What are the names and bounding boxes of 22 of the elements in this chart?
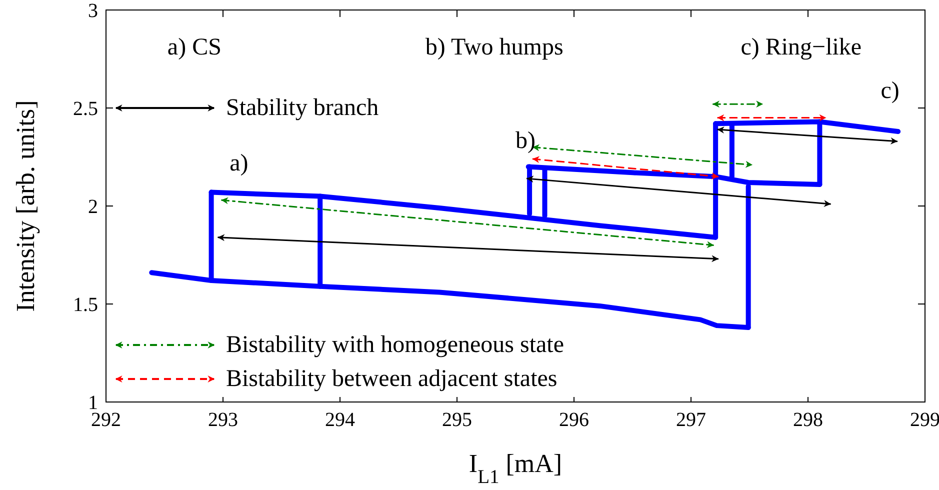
x-tick-label: 299 <box>910 409 939 431</box>
x-tick-label: 294 <box>325 409 355 431</box>
annotation: c) <box>880 78 900 104</box>
legend-label: Bistability with homogeneous state <box>226 332 564 358</box>
y-tick-label: 2 <box>88 196 98 218</box>
y-tick-label: 1.5 <box>73 294 98 316</box>
legend-label: Bistability between adjacent states <box>226 366 558 392</box>
x-tick-label: 295 <box>442 409 472 431</box>
annotation: a) CS <box>167 34 222 61</box>
x-axis-title: I$_{L1}$ [mA] <box>468 449 562 488</box>
annotation: b) Two humps <box>425 34 564 61</box>
x-tick-label: 297 <box>676 409 706 431</box>
annotation: a) <box>230 150 248 177</box>
x-tick-label: 296 <box>559 409 589 431</box>
annotation: b) <box>516 128 536 154</box>
y-axis-title: Intensity [arb. units] <box>11 100 40 312</box>
annotation: c) Ring−like <box>740 34 862 61</box>
legend-label: Stability branch <box>226 95 379 121</box>
x-tick-label: 293 <box>208 409 238 431</box>
y-tick-label: 2.5 <box>73 98 98 120</box>
y-tick-label: 3 <box>88 0 98 22</box>
x-tick-label: 298 <box>793 409 823 431</box>
